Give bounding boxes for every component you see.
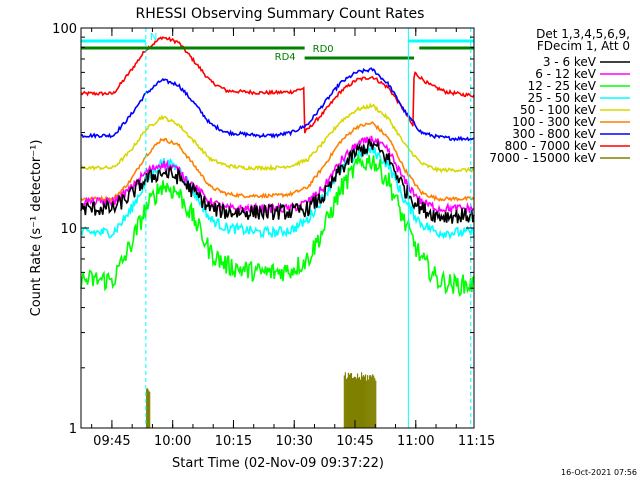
legend-label-300-800-kev: 300 - 800 keV — [512, 127, 596, 141]
y-tick-label: 10 — [60, 222, 77, 237]
state-label-rd0: RD0 — [313, 44, 334, 55]
x-tick-label: 10:15 — [215, 434, 252, 449]
x-tick-label: 09:45 — [93, 434, 130, 449]
legend-label-6-12-kev: 6 - 12 keV — [535, 67, 597, 81]
legend-label-100-300-kev: 100 - 300 keV — [512, 115, 596, 129]
legend-label-7000-15000-kev: 7000 - 15000 keV — [489, 151, 596, 165]
legend-label-50-100-kev: 50 - 100 keV — [520, 103, 597, 117]
axes-layer: 09:45 10:00 10:15 10:30 10:45 11:00 11:15 1 10 10… — [52, 22, 495, 449]
legend-label-800-7000-kev: 800 - 7000 keV — [505, 139, 597, 153]
state-label-n: N — [150, 32, 157, 43]
x-axis-label: Start Time (02-Nov-09 09:37:22) — [172, 456, 384, 471]
legend: Det 1,3,4,5,6,9, FDecim 1, Att 0 3 - 6 k… — [489, 27, 630, 165]
x-tick-label: 10:00 — [154, 434, 191, 449]
x-tick-label: 10:30 — [275, 434, 312, 449]
legend-header-line-2: FDecim 1, Att 0 — [537, 39, 630, 53]
chart-title: RHESSI Observing Summary Count Rates — [136, 6, 425, 22]
y-tick-label: 100 — [52, 22, 77, 37]
state-label-rd4: RD4 — [275, 52, 296, 63]
y-axis-label: Count Rate (s⁻¹ detector⁻¹) — [29, 140, 44, 317]
legend-label-25-50-kev: 25 - 50 keV — [528, 91, 597, 105]
x-tick-label: 11:00 — [397, 434, 434, 449]
series-layer — [80, 36, 475, 428]
legend-label-12-25-kev: 12 - 25 keV — [528, 79, 597, 93]
legend-header-line-1: Det 1,3,4,5,6,9, — [536, 27, 630, 41]
timestamp: 16-Oct-2021 07:56 — [561, 468, 637, 477]
x-tick-label: 10:45 — [336, 434, 373, 449]
y-tick-label: 1 — [69, 422, 77, 437]
legend-label-3-6-kev: 3 - 6 keV — [543, 55, 597, 69]
series-7000-15000-kev — [146, 372, 377, 428]
x-tick-label: 11:15 — [458, 434, 495, 449]
state-bars-layer: N RD0 RD4 — [81, 32, 474, 63]
